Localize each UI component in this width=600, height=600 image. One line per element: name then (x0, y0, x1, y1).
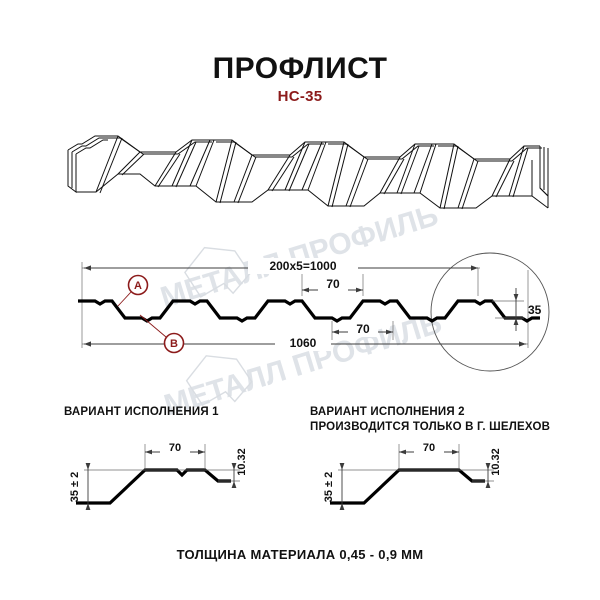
variant-2-line2: ПРОИЗВОДИТСЯ ТОЛЬКО В Г. ШЕЛЕХОВ (310, 421, 551, 433)
v1-width-text-bg (160, 440, 190, 455)
v1-height-arrow-bottom (85, 503, 91, 510)
v2-flange-arrow-top (485, 463, 491, 470)
iso-sheet-geometry (67, 135, 549, 210)
v2-width-arrow-left (399, 449, 406, 455)
v2-height-arrow-top (339, 463, 345, 470)
v2-width-arrow-right (452, 449, 459, 455)
variant-2-label: ВАРИАНТ ИСПОЛНЕНИЯ 2 ПРОИЗВОДИТСЯ ТОЛЬКО… (310, 405, 550, 435)
crest-dim-text-bg (318, 277, 348, 292)
variant-1-label: ВАРИАНТ ИСПОЛНЕНИЯ 1 (64, 405, 219, 420)
crest-dim-arrow-right (356, 287, 363, 293)
v2-flange-arrow-bottom (485, 481, 491, 488)
variant-2-line1: ВАРИАНТ ИСПОЛНЕНИЯ 2 (310, 406, 465, 418)
v1-width-arrow-right (198, 449, 205, 455)
height-dim-arrow-top (513, 294, 519, 301)
crest-dim-arrow-left (302, 287, 309, 293)
marker-a-leader (117, 291, 132, 307)
variant-2-profile (330, 468, 485, 505)
variant-1-drawing: 70 35 ± 2 10.32 (69, 440, 248, 510)
variant-2-drawing: 70 35 ± 2 10.32 (323, 440, 502, 510)
page-title: ПРОФЛИСТ (212, 52, 388, 85)
marker-a-circle (127, 274, 149, 296)
v2-flange-text: 10.32 (490, 448, 502, 476)
height-dimension-text: 35 (528, 303, 542, 317)
variant-1-line1: ВАРИАНТ ИСПОЛНЕНИЯ 1 (64, 406, 219, 418)
marker-a-label: A (134, 280, 142, 292)
marker-b-leader (139, 314, 167, 338)
valley-dim-text-bg (348, 322, 378, 337)
top-dim-arrow-left (84, 265, 91, 271)
v1-flange-arrow-top (231, 463, 237, 470)
valley-dim-arrow-right (386, 329, 393, 335)
bottom-dimension-text: 1060 (290, 336, 317, 350)
v2-width-text: 70 (423, 442, 435, 454)
v1-flange-text: 10.32 (236, 448, 248, 476)
product-code-subtitle: НС-35 (277, 88, 323, 105)
variant-1-profile (76, 468, 231, 505)
top-dim-arrow-right (471, 265, 478, 271)
v1-height-arrow-top (85, 463, 91, 470)
watermark-logo-top (184, 246, 251, 298)
v2-height-arrow-bottom (339, 503, 345, 510)
profile-outline (78, 299, 540, 323)
bottom-dim-arrow-right (519, 341, 526, 347)
bottom-dim-text-bg (275, 335, 331, 351)
v2-width-text-bg (414, 440, 444, 455)
crest-dimension-text: 70 (326, 277, 340, 291)
bottom-dim-arrow-left (84, 341, 91, 347)
marker-b-label: B (170, 338, 178, 350)
v1-flange-arrow-bottom (231, 481, 237, 488)
height-dim-arrow-bottom (513, 318, 519, 325)
valley-dimension-text: 70 (356, 322, 370, 336)
v2-height-text: 35 ± 2 (323, 472, 335, 503)
top-dimension-text: 200x5=1000 (269, 259, 336, 273)
v1-width-text: 70 (169, 442, 181, 454)
v1-width-arrow-left (145, 449, 152, 455)
marker-b-circle (163, 332, 185, 354)
material-thickness-note: ТОЛЩИНА МАТЕРИАЛА 0,45 - 0,9 ММ (176, 547, 424, 562)
v1-height-text: 35 ± 2 (69, 472, 81, 503)
detail-circle (430, 252, 550, 372)
top-dim-text-bg (248, 258, 358, 274)
valley-dim-arrow-left (332, 329, 339, 335)
watermark-logo-bottom (185, 355, 253, 407)
